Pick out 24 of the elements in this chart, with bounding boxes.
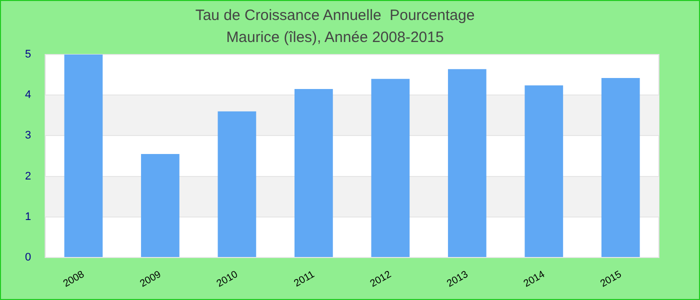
bar — [64, 54, 103, 257]
bar — [601, 78, 640, 257]
bar — [524, 85, 564, 257]
y-tick-label: 1 — [24, 210, 32, 223]
x-tick-label: 2013 — [445, 268, 470, 290]
y-tick-label: 3 — [24, 130, 32, 142]
y-tick-label: 4 — [24, 89, 32, 102]
x-tick-label: 2014 — [522, 268, 548, 290]
x-tick-label: 2010 — [215, 268, 240, 290]
y-tick-label: 5 — [24, 48, 32, 61]
chart-subtitle: Maurice (îles), Année 2008-2015 — [226, 28, 444, 46]
y-tick-label: 2 — [24, 170, 32, 182]
x-tick-label: 2011 — [292, 268, 317, 290]
bar — [141, 154, 180, 257]
bar — [294, 89, 333, 257]
x-tick-label: 2009 — [138, 268, 164, 290]
x-tick-label: 2008 — [62, 268, 87, 290]
chart-title: Tau de Croissance Annuelle Pourcentage — [195, 7, 475, 24]
bar — [218, 111, 256, 257]
bar — [448, 69, 486, 257]
x-tick-label: 2012 — [368, 268, 394, 290]
bar — [371, 78, 410, 257]
x-tick-label: 2015 — [598, 268, 624, 290]
y-tick-label: 0 — [24, 252, 32, 264]
